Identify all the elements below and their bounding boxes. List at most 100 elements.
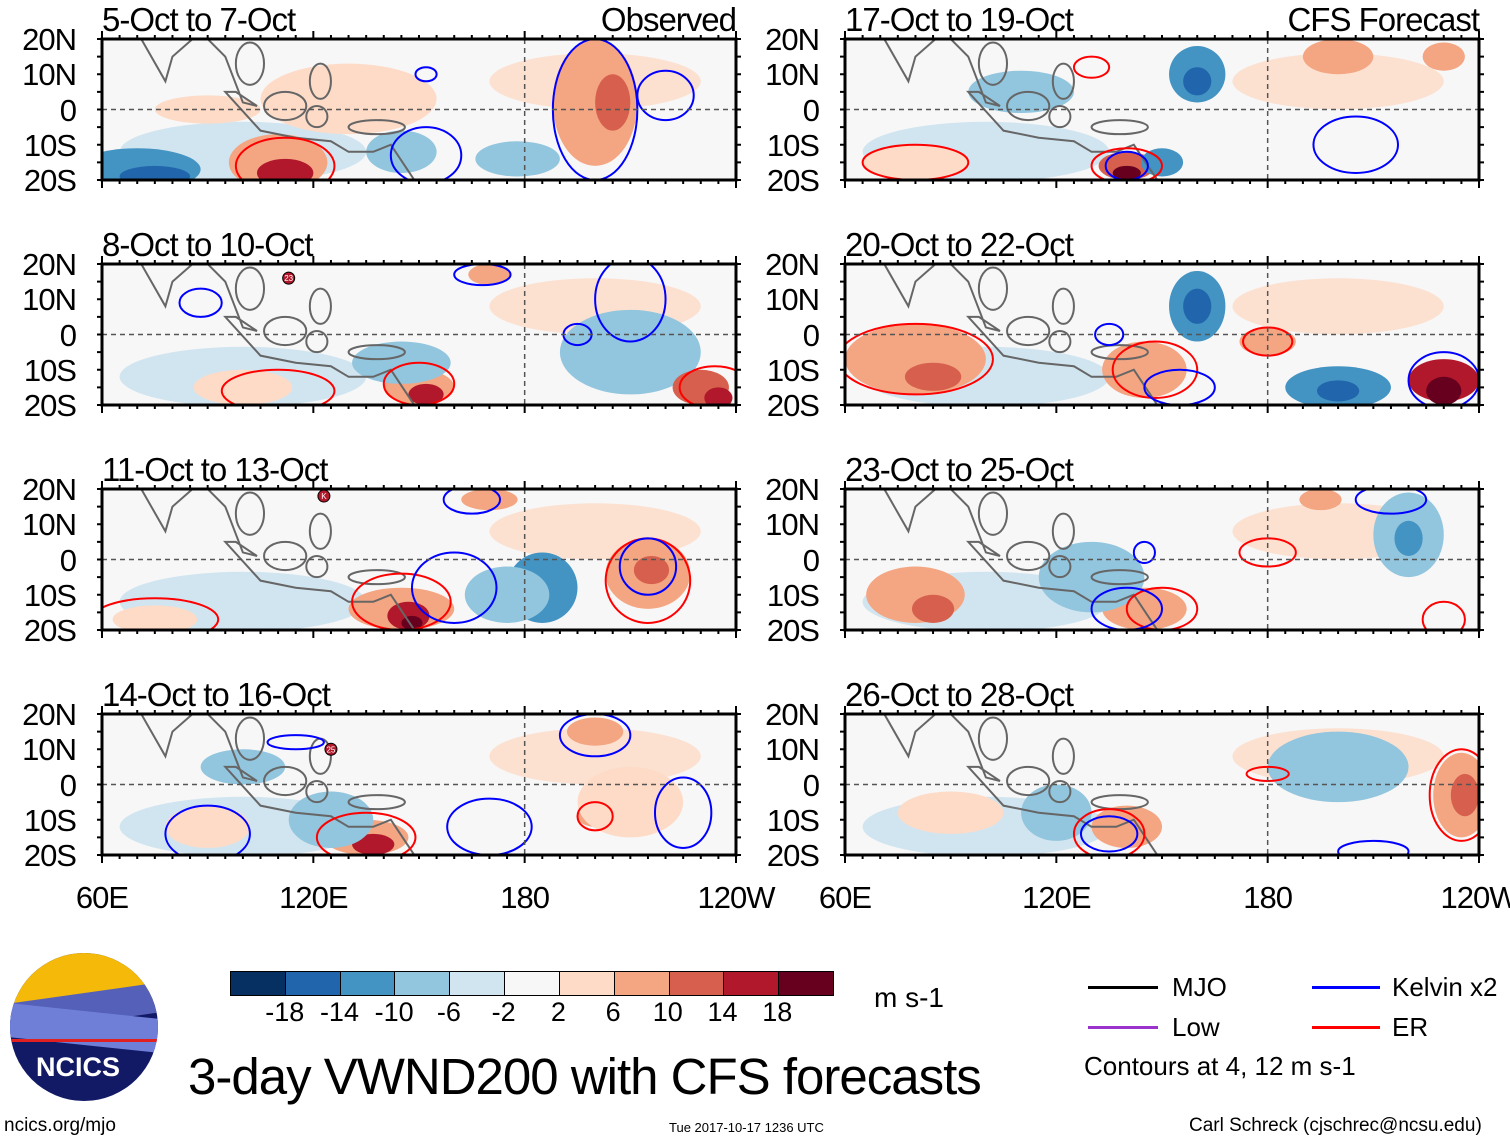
- legend-er-line: [1312, 1026, 1380, 1029]
- colorbar-label: -18: [265, 997, 305, 1027]
- lat-label: 20N: [765, 697, 820, 732]
- island-outline: [308, 287, 332, 325]
- lat-label: 20N: [22, 22, 77, 57]
- lat-label: 10S: [23, 802, 77, 838]
- colorbar-swatch: [778, 972, 833, 995]
- island-outline: [1051, 287, 1075, 325]
- kelvin-contour: [1312, 115, 1399, 174]
- kelvin-contour: [1132, 540, 1156, 565]
- colorbar-swatch: [231, 972, 285, 995]
- island-outline: [1006, 315, 1051, 347]
- wind-anomaly-shading: [862, 144, 969, 180]
- lat-label: 10N: [22, 732, 77, 768]
- wind-anomaly-shading: [559, 309, 701, 395]
- island-outline: [1090, 569, 1149, 586]
- lat-label: 20S: [766, 613, 820, 648]
- lat-label: 10N: [22, 507, 77, 543]
- colorbar-units: m s-1: [874, 982, 944, 1013]
- wind-anomaly-shading: [193, 369, 293, 405]
- wind-anomaly-shading: [461, 489, 518, 511]
- lat-label: 10S: [766, 802, 820, 838]
- wind-anomaly-shading: [352, 833, 395, 855]
- legend-mjo-line: [1088, 986, 1158, 989]
- shading-band: [1232, 53, 1444, 110]
- colorbar: [230, 971, 834, 996]
- wind-anomaly-shading: [468, 264, 511, 286]
- panel-tag: Observed: [600, 1, 737, 38]
- island-outline: [1090, 344, 1149, 361]
- lat-label: 0: [802, 317, 820, 353]
- lon-label: 180: [500, 880, 550, 915]
- colorbar-swatch: [284, 972, 340, 995]
- island-outline: [1006, 765, 1051, 797]
- wind-anomaly-shading: [1112, 165, 1141, 180]
- wind-anomaly-shading: [260, 63, 437, 135]
- wind-anomaly-shading: [1299, 489, 1342, 511]
- island-outline: [1090, 794, 1149, 811]
- map-panel: [102, 489, 736, 630]
- er-contour: [1111, 340, 1199, 399]
- lat-label: 0: [802, 767, 820, 803]
- lat-label: 10S: [766, 127, 820, 163]
- lon-label: 120W: [1440, 880, 1510, 915]
- wind-anomaly-shading: [1422, 42, 1465, 71]
- lat-label: 20N: [765, 247, 820, 282]
- er-contour: [1428, 748, 1479, 842]
- lat-label: 20N: [765, 22, 820, 57]
- kelvin-contour: [594, 264, 667, 343]
- island-outline: [308, 62, 332, 100]
- kelvin-contour: [178, 287, 223, 318]
- lat-label: 20S: [766, 388, 820, 423]
- lon-label: 180: [1243, 880, 1293, 915]
- island-outline: [263, 540, 308, 572]
- wind-anomaly-shading: [911, 594, 955, 623]
- colorbar-label: 6: [605, 997, 621, 1027]
- lat-label: 20S: [23, 838, 77, 873]
- kelvin-contour: [453, 264, 512, 287]
- wind-anomaly-shading: [352, 341, 451, 384]
- wind-anomaly-shading: [1316, 380, 1360, 402]
- island-outline: [347, 794, 406, 811]
- kelvin-contour: [1354, 489, 1428, 515]
- island-outline: [305, 329, 329, 354]
- kelvin-contour: [410, 551, 498, 624]
- kelvin-contour: [558, 714, 632, 758]
- wind-anomaly-shading: [704, 387, 733, 405]
- coastline: [883, 264, 1159, 405]
- ncics-logo: NCICS: [10, 953, 158, 1101]
- wind-anomaly-shading: [366, 130, 437, 173]
- island-outline: [1048, 554, 1072, 579]
- wind-anomaly-shading: [1302, 39, 1374, 75]
- wind-anomaly-shading: [577, 766, 684, 838]
- wind-anomaly-shading: [1450, 773, 1479, 817]
- storm-marker: [317, 489, 331, 503]
- footer-author: Carl Schreck (cjschrec@ncsu.edu): [1189, 1115, 1482, 1136]
- wind-anomaly-shading: [1426, 376, 1462, 405]
- lat-label: 20N: [765, 472, 820, 507]
- wind-anomaly-shading: [119, 165, 191, 180]
- island-outline: [977, 491, 1009, 536]
- panel-period: 26-Oct to 28-Oct: [845, 676, 1074, 713]
- lat-label: 10S: [766, 577, 820, 613]
- map-panel: [845, 714, 1479, 855]
- lat-label: 20S: [23, 163, 77, 198]
- map-panel: [102, 714, 736, 855]
- lat-label: 10S: [766, 352, 820, 388]
- storm-label: 25: [326, 745, 335, 754]
- lat-label: 20S: [766, 838, 820, 873]
- colorbar-label: 10: [652, 997, 683, 1027]
- storm-marker: [282, 271, 296, 285]
- storm-label: K: [321, 492, 327, 501]
- kelvin-contour: [389, 126, 463, 180]
- colorbar-swatch: [558, 972, 614, 995]
- panel-period: 14-Oct to 16-Oct: [102, 676, 331, 713]
- map-panel: [845, 264, 1479, 405]
- lat-label: 10N: [765, 507, 820, 543]
- wind-anomaly-shading: [1394, 520, 1423, 556]
- island-outline: [347, 119, 406, 136]
- coastline: [140, 39, 416, 180]
- footer-url[interactable]: ncics.org/mjo: [4, 1115, 116, 1136]
- lat-label: 10N: [765, 57, 820, 93]
- island-outline: [1048, 779, 1072, 804]
